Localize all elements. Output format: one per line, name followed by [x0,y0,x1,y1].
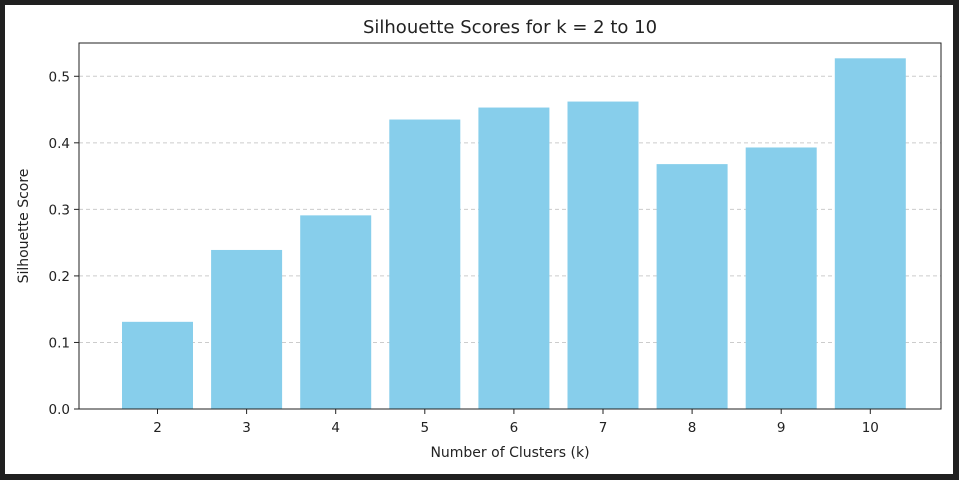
x-tick-label: 5 [421,420,430,436]
bar-k-7 [567,101,639,409]
y-tick-label: 0.2 [49,269,70,285]
bar-k-3 [211,249,283,409]
x-tick-label: 3 [242,420,251,436]
x-tick-label: 2 [153,420,162,436]
y-tick-label: 0.5 [49,69,70,85]
y-tick-label: 0.4 [49,136,70,152]
bars-layer [122,58,906,410]
bar-k-4 [300,215,372,409]
bar-k-8 [656,164,728,409]
chart-title: Silhouette Scores for k = 2 to 10 [363,17,657,38]
bar-k-5 [389,119,461,409]
figure-frame: Silhouette Scores for k = 2 to 10 Number… [5,5,953,474]
bar-k-9 [745,147,817,409]
x-axis-label: Number of Clusters (k) [430,445,589,461]
x-tick-label: 7 [599,420,608,436]
plot-area-border [78,42,942,410]
bar-k-6 [478,107,550,410]
x-tick-label: 4 [331,420,340,436]
ticks-layer: 0.0 0.1 0.2 0.3 0.4 0.5 2 3 4 5 6 7 8 9 10 [49,69,879,436]
bar-k-2 [122,321,193,409]
y-tick-label: 0.3 [49,202,70,218]
bar-k-10 [834,58,906,410]
x-tick-label: 8 [688,420,697,436]
x-tick-label: 9 [777,420,786,436]
x-tick-label: 6 [510,420,519,436]
y-tick-label: 0.1 [49,335,70,351]
y-tick-label: 0.0 [49,402,70,418]
x-tick-label: 10 [862,420,879,436]
y-axis-label: Silhouette Score [16,169,32,284]
silhouette-bar-chart: Silhouette Scores for k = 2 to 10 Number… [16,17,942,461]
